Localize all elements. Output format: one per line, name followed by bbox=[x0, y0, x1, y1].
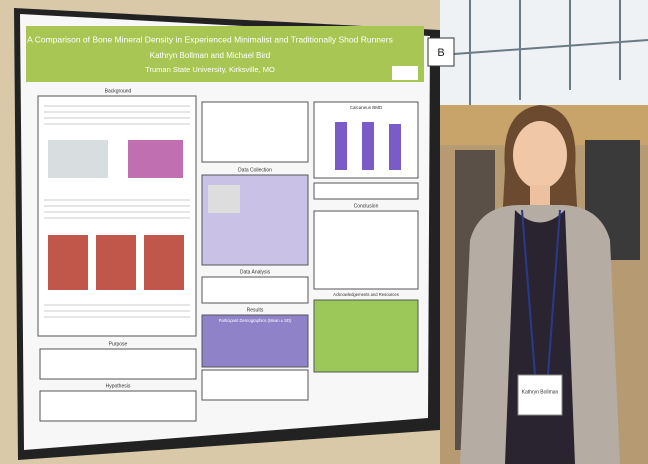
chart-bar bbox=[335, 122, 347, 170]
poster-title: A Comparison of Bone Mineral Density in … bbox=[27, 34, 393, 44]
face bbox=[513, 121, 567, 189]
results-text-box bbox=[201, 369, 309, 401]
section-heading: Purpose bbox=[109, 341, 128, 347]
shirt bbox=[505, 210, 575, 464]
section-heading: Hypothesis bbox=[106, 383, 131, 389]
poster-authors: Kathryn Bollman and Michael Bird bbox=[150, 51, 271, 60]
name-tag: Kathryn Bollman bbox=[522, 389, 559, 395]
section-heading: Data Analysis bbox=[240, 269, 271, 275]
conclusion-box bbox=[313, 210, 419, 290]
hypothesis-box bbox=[39, 390, 197, 422]
lanyard bbox=[521, 209, 536, 376]
photo-runner bbox=[48, 235, 88, 290]
section-heading: Data Collection bbox=[238, 167, 272, 173]
window-frames bbox=[439, 0, 648, 110]
photo-shoe bbox=[128, 140, 183, 178]
results-table bbox=[201, 314, 309, 368]
chart-bar bbox=[389, 124, 401, 170]
photo-runner bbox=[96, 235, 136, 290]
chart-title: Calcaneus BMD bbox=[350, 105, 383, 110]
section-heading: Conclusion bbox=[354, 203, 379, 209]
logo bbox=[392, 66, 418, 80]
chart-bar bbox=[362, 122, 374, 170]
section-heading: Acknowledgements and Resources bbox=[333, 292, 399, 297]
poster-header bbox=[26, 26, 424, 82]
caption-box bbox=[313, 182, 419, 200]
poster-affiliation: Truman State University, Kirksville, MO bbox=[145, 65, 275, 74]
photo-runner bbox=[144, 235, 184, 290]
acknowledgements-box bbox=[313, 299, 419, 373]
windows bbox=[440, 0, 648, 110]
data-analysis-box bbox=[201, 276, 309, 304]
board-label: B bbox=[437, 47, 444, 59]
text-lines bbox=[44, 105, 190, 318]
purpose-box bbox=[39, 348, 197, 380]
photo-scanner bbox=[208, 185, 240, 213]
table-title: Participant Demographics (Mean ± SD) bbox=[219, 318, 292, 323]
methods-box bbox=[201, 101, 309, 163]
name-badge bbox=[517, 374, 563, 416]
board-tag bbox=[427, 37, 455, 67]
section-heading: Results bbox=[247, 307, 264, 313]
photo-shoe bbox=[48, 140, 108, 178]
neck bbox=[530, 185, 550, 210]
lanyard bbox=[547, 209, 561, 376]
section-heading: Background bbox=[105, 88, 132, 94]
background-box bbox=[37, 95, 197, 337]
